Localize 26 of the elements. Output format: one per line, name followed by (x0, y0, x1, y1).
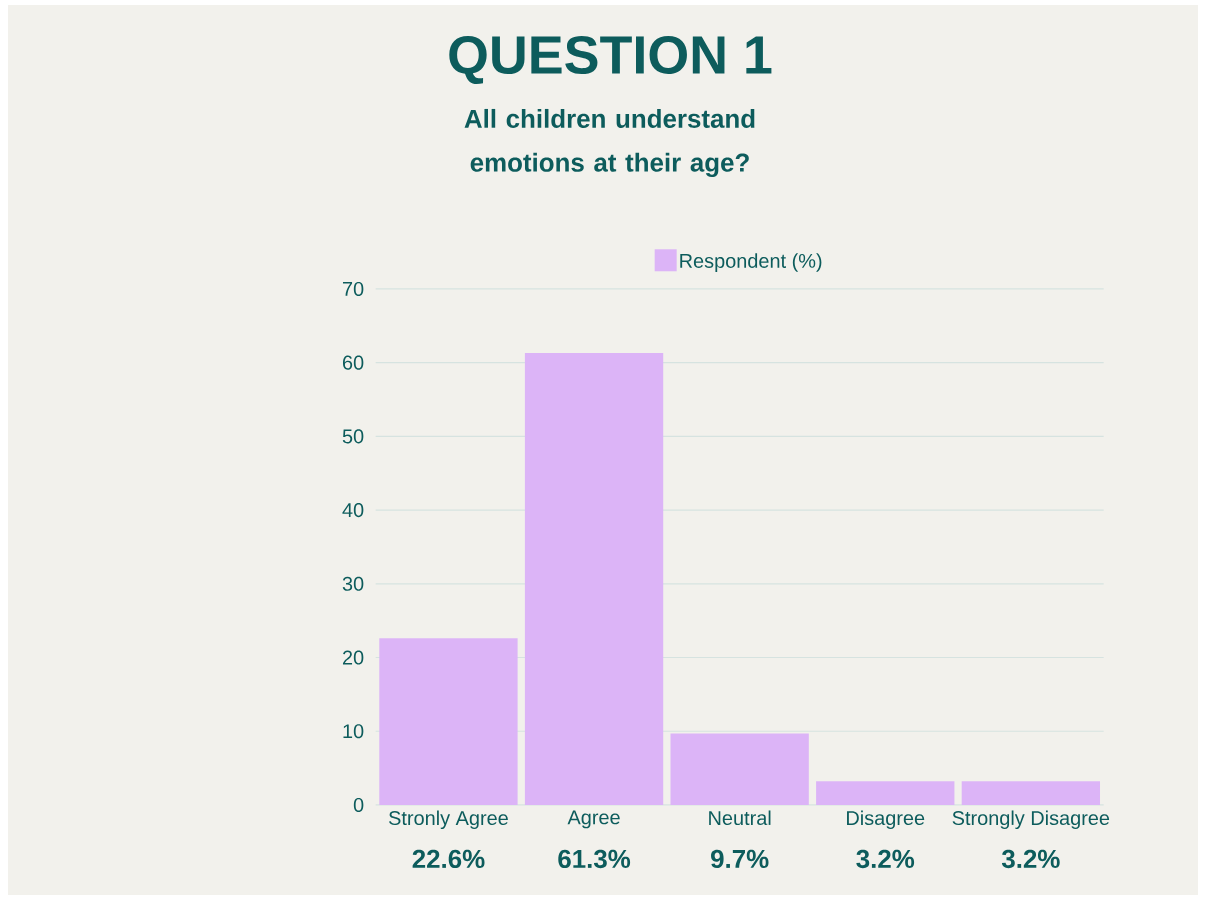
bar (961, 781, 1101, 805)
data-label: 3.2% (1001, 849, 1060, 869)
y-tick-label: 10 (343, 724, 364, 739)
x-tick-label: Neutral (709, 810, 771, 826)
data-label: 9.7% (711, 849, 769, 869)
x-tick-label: Stronly Agree (389, 810, 508, 830)
chart-subtitle: All children understand emotions at their age? (464, 108, 755, 178)
x-tick-label: Disagree (847, 810, 925, 830)
x-tick-label: Agree (567, 810, 620, 829)
data-label: 22.6% (412, 849, 485, 869)
data-label: 3.2% (856, 849, 915, 869)
legend-label: Respondent (%) (680, 253, 822, 272)
bar (670, 733, 809, 805)
y-tick-label: 70 (342, 281, 364, 296)
y-tick-label: 40 (342, 503, 364, 518)
data-label: 61.3% (558, 849, 631, 869)
y-tick-label: 0 (353, 797, 364, 812)
x-tick-label: Strongly Disagree (952, 810, 1110, 830)
y-tick-label: 30 (342, 576, 364, 591)
bar (816, 781, 955, 805)
bar (524, 353, 664, 805)
y-tick-label: 60 (342, 355, 364, 370)
y-tick-label: 50 (342, 429, 364, 444)
chart-title: QUESTION 1 (449, 35, 772, 85)
y-tick-label: 20 (342, 650, 364, 665)
bar (379, 638, 518, 805)
